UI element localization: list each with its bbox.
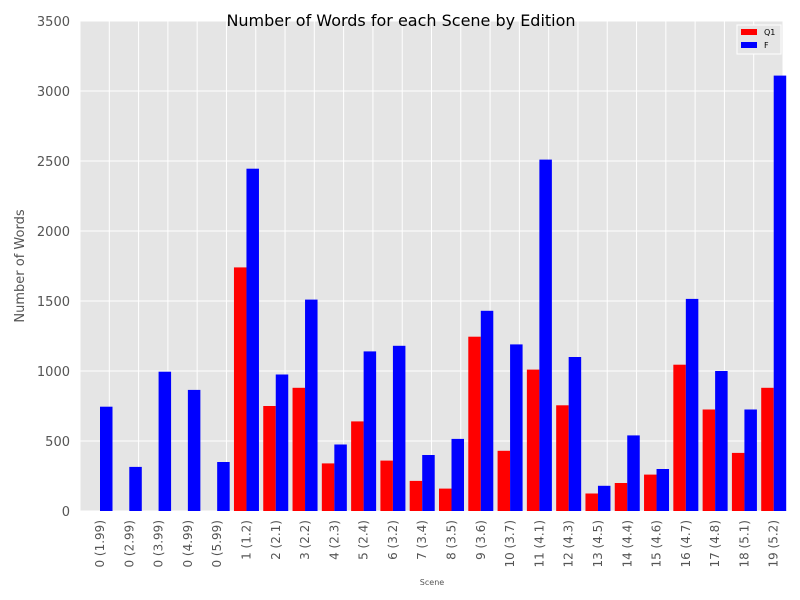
bar-q1-23 xyxy=(761,387,774,511)
bar-f-18 xyxy=(627,435,640,511)
x-tick-label: 3 (2.2) xyxy=(298,520,312,560)
bar-f-14 xyxy=(510,344,523,511)
bar-q1-19 xyxy=(644,474,657,511)
y-tick-label: 500 xyxy=(45,435,70,450)
bar-q1-5 xyxy=(233,267,247,511)
bar-q1-13 xyxy=(468,336,481,511)
x-tick-label: 15 (4.6) xyxy=(650,520,664,568)
bar-f-10 xyxy=(392,345,406,511)
legend-swatch-q1 xyxy=(741,29,757,35)
bar-f-1 xyxy=(129,466,142,511)
bar-q1-8 xyxy=(321,463,335,511)
y-tick-label: 0 xyxy=(62,505,70,520)
bar-q1-14 xyxy=(497,450,511,511)
bar-f-8 xyxy=(334,444,347,511)
y-tick-label: 3500 xyxy=(37,15,70,30)
x-tick-label: 1 (1.2) xyxy=(239,520,253,560)
bar-f-6 xyxy=(275,374,289,511)
bar-f-15 xyxy=(539,159,552,511)
bar-q1-21 xyxy=(702,409,716,511)
bar-q1-22 xyxy=(731,452,745,511)
y-tick-labels: 0 500 1000 1500 2000 2500 3000 3500 xyxy=(37,15,70,520)
bar-f-12 xyxy=(451,438,464,511)
bar-q1-11 xyxy=(409,480,423,511)
bar-f-20 xyxy=(685,298,699,511)
x-tick-label: 19 (5.2) xyxy=(767,520,781,568)
x-tick-label: 13 (4.5) xyxy=(591,520,605,568)
x-tick-label: 0 (5.99) xyxy=(210,520,224,568)
y-tick-label: 2000 xyxy=(37,225,70,240)
y-axis-label: Number of Words xyxy=(13,209,28,322)
x-axis-label: Scene xyxy=(420,578,444,587)
x-tick-label: 8 (3.5) xyxy=(445,520,459,560)
x-tick-label: 16 (4.7) xyxy=(679,520,693,568)
bar-f-5 xyxy=(246,168,259,511)
x-tick-label: 6 (3.2) xyxy=(386,520,400,560)
legend-swatch-f xyxy=(741,42,757,48)
legend-label-f: F xyxy=(764,41,769,50)
bar-f-2 xyxy=(158,371,172,511)
bar-f-7 xyxy=(305,299,318,511)
bar-f-16 xyxy=(568,357,582,511)
bar-q1-20 xyxy=(673,364,686,511)
bar-f-9 xyxy=(363,351,377,511)
x-tick-label: 0 (2.99) xyxy=(122,520,136,568)
bar-q1-10 xyxy=(380,460,393,511)
legend-box xyxy=(736,24,782,55)
bar-f-19 xyxy=(656,469,670,511)
bar-f-0 xyxy=(100,406,113,511)
bar-f-4 xyxy=(217,462,230,511)
x-tick-label: 18 (5.1) xyxy=(737,520,751,568)
x-tick-label: 17 (4.8) xyxy=(708,520,722,568)
bar-q1-17 xyxy=(585,493,598,511)
x-tick-label: 7 (3.4) xyxy=(415,520,429,560)
y-tick-label: 2500 xyxy=(37,155,70,170)
x-tick-label: 2 (2.1) xyxy=(269,520,283,560)
bar-f-13 xyxy=(480,310,494,511)
bar-q1-12 xyxy=(439,488,452,511)
bar-q1-15 xyxy=(526,369,540,511)
bar-f-11 xyxy=(422,455,435,511)
legend-label-q1: Q1 xyxy=(764,28,775,37)
x-tick-label: 12 (4.3) xyxy=(562,520,576,568)
x-tick-label: 5 (2.4) xyxy=(357,520,371,560)
x-tick-label: 11 (4.1) xyxy=(532,520,546,568)
bar-q1-9 xyxy=(351,421,364,511)
bar-f-3 xyxy=(187,389,201,511)
bar-f-17 xyxy=(597,485,611,511)
legend: Q1 F xyxy=(736,24,782,55)
bar-f-21 xyxy=(715,371,728,511)
bar-q1-6 xyxy=(263,406,276,511)
chart-title: Number of Words for each Scene by Editio… xyxy=(226,11,575,30)
bar-f-23 xyxy=(773,75,787,511)
y-tick-label: 3000 xyxy=(37,85,70,100)
bars xyxy=(100,75,787,511)
x-tick-label: 4 (2.3) xyxy=(327,520,341,560)
x-tick-label: 0 (3.99) xyxy=(152,520,166,568)
y-tick-label: 1500 xyxy=(37,295,70,310)
x-tick-labels: 0 (1.99) 0 (2.99) 0 (3.99) 0 (4.99) 0 (5.99)… xyxy=(93,520,781,568)
y-tick-label: 1000 xyxy=(37,365,70,380)
x-tick-label: 14 (4.4) xyxy=(620,520,634,568)
bar-f-22 xyxy=(744,409,757,511)
x-tick-label: 0 (1.99) xyxy=(93,520,107,568)
x-tick-label: 0 (4.99) xyxy=(181,520,195,568)
x-tick-label: 10 (3.7) xyxy=(503,520,517,568)
bar-q1-16 xyxy=(556,405,569,511)
bar-q1-7 xyxy=(292,387,306,511)
x-tick-label: 9 (3.6) xyxy=(474,520,488,560)
bar-q1-18 xyxy=(614,483,628,511)
